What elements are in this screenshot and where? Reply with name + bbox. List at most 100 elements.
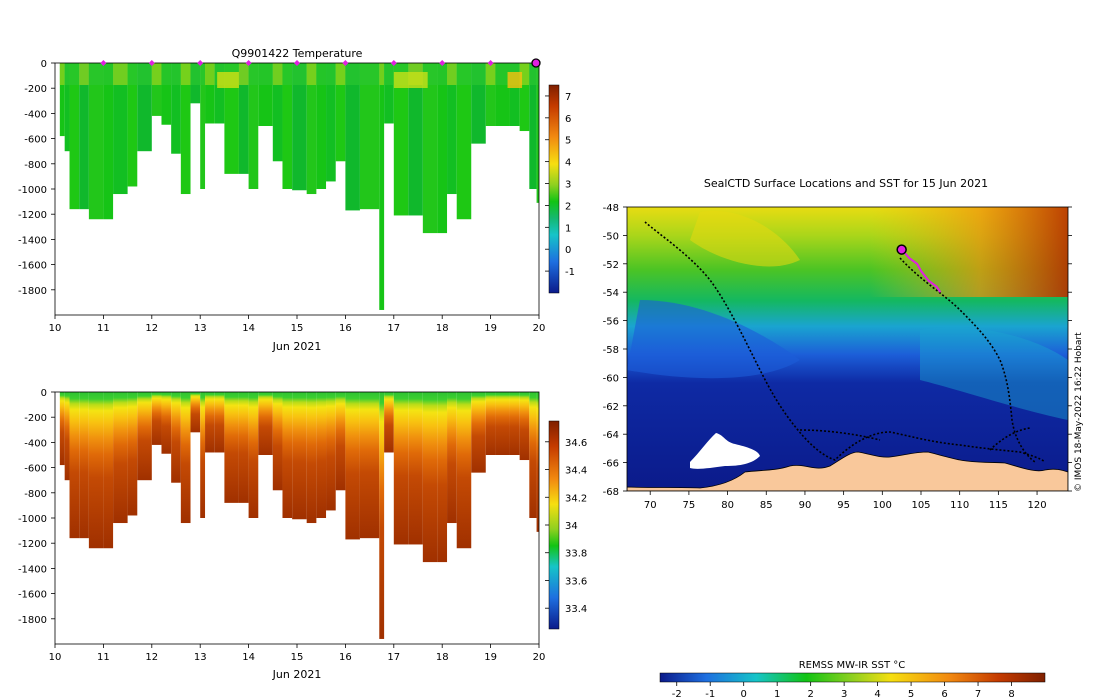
profile-marker	[342, 60, 349, 66]
temperature-surface-layer	[306, 63, 317, 85]
temperature-profile	[447, 63, 457, 195]
temperature-profile	[248, 63, 259, 189]
profile-marker	[100, 60, 107, 66]
temperature-surface-layer	[456, 63, 472, 85]
profile-marker	[294, 60, 300, 66]
temperature-profile	[200, 63, 206, 189]
y-tick-label: -1800	[18, 615, 47, 626]
y-tick-label: -400	[24, 109, 47, 120]
temperature-surface-layer	[161, 63, 172, 85]
temperature-profile	[205, 63, 215, 124]
y-tick-label: -200	[24, 84, 47, 95]
colorbar-tick-label: 33.6	[565, 576, 587, 587]
temperature-surface-layer	[536, 63, 539, 85]
temperature-colorbar-ticks: -1 0 1 2 3 4 5 6 7	[545, 92, 575, 278]
x-tick-label: 10	[49, 652, 62, 663]
temperature-surface-layer	[258, 63, 273, 85]
salinity-profile	[447, 392, 457, 524]
salinity-profile	[214, 392, 225, 453]
salinity-profile	[359, 392, 380, 539]
salinity-section-panel: 0 -200 -400 -600 -800 -1000 -1200 -1400 -1600 -18…	[18, 388, 587, 681]
salinity-profile	[345, 392, 360, 540]
x-tick-label: 15	[291, 652, 304, 663]
temperature-profile	[529, 63, 537, 189]
temperature-profile	[408, 63, 423, 216]
latitude-tick-label: -60	[603, 373, 619, 384]
y-tick-label: -1600	[18, 590, 47, 601]
temperature-profile	[519, 63, 530, 132]
temperature-surface-layer	[248, 63, 259, 85]
temperature-surface-layer	[200, 63, 206, 85]
colorbar-tick-label: 34	[565, 521, 578, 532]
temperature-surface-layer	[151, 63, 162, 85]
temperature-surface-layer	[485, 63, 496, 85]
salinity-profile	[248, 392, 259, 518]
map-longitude-axis: 70 75 80 85 90 95 100 105 110 115 120	[644, 491, 1047, 511]
cool-water-east	[920, 327, 1068, 420]
salinity-profile	[519, 392, 530, 461]
temperature-surface-layer	[384, 63, 394, 85]
longitude-tick-label: 105	[911, 500, 930, 511]
y-tick-label: -400	[24, 438, 47, 449]
temperature-surface-layer	[171, 63, 181, 85]
temperature-surface-layer	[437, 63, 448, 85]
temperature-warm-patch	[217, 72, 239, 88]
temperature-profile	[59, 63, 65, 137]
salinity-profile	[384, 392, 394, 453]
profile-marker	[148, 60, 155, 66]
x-tick-label: 19	[484, 323, 497, 334]
y-tick-label: -1000	[18, 185, 47, 196]
temperature-surface-layer	[180, 63, 191, 85]
temperature-profile-columns	[59, 63, 539, 310]
map-latitude-axis: -48 -50 -52 -54 -56 -58 -60 -62 -64 -66 -68	[603, 203, 1072, 498]
temperature-profile	[437, 63, 448, 234]
x-tick-label: 12	[145, 652, 158, 663]
salinity-profile	[422, 392, 438, 563]
x-tick-label: 18	[436, 652, 449, 663]
sst-colorbar	[659, 672, 1046, 683]
salinity-profile	[529, 392, 537, 518]
temperature-section-panel: Q9901422 Temperature 0 -200 -400 -600 -800 -1…	[18, 47, 575, 353]
longitude-tick-label: 90	[799, 500, 812, 511]
y-tick-label: -800	[24, 489, 47, 500]
salinity-profile	[471, 392, 486, 473]
sst-map-panel: SealCTD Surface Locations and SST for 15…	[603, 177, 1084, 700]
temperature-profile	[359, 63, 380, 210]
x-tick-label: 19	[484, 652, 497, 663]
temperature-profile	[214, 63, 225, 124]
colorbar-tick-label: -1	[565, 267, 575, 278]
x-tick-label: 20	[533, 323, 546, 334]
map-title: SealCTD Surface Locations and SST for 15…	[704, 177, 988, 190]
temperature-surface-layer	[205, 63, 215, 85]
colorbar-tick-label: 0	[565, 245, 571, 256]
temperature-surface-layer	[69, 63, 80, 85]
temperature-surface-layer	[272, 63, 283, 85]
temperature-surface-layer	[113, 63, 128, 85]
salinity-profile	[190, 392, 201, 433]
x-tick-label: 20	[533, 652, 546, 663]
temperature-profile	[536, 63, 539, 203]
salinity-profile	[437, 392, 448, 563]
temperature-x-axis: 10 11 12 13 14 15 16 17 18 19 20	[49, 315, 546, 334]
sst-colorbar-ticks: -2 -1 0 1 2 3 4 5 6 7 8	[672, 682, 1015, 700]
temperature-profile	[272, 63, 283, 162]
sst-colorbar-tick-label: 1	[774, 689, 780, 700]
x-tick-label: 17	[387, 323, 400, 334]
salinity-profile	[205, 392, 215, 453]
latitude-tick-label: -52	[603, 260, 619, 271]
x-tick-label: 14	[242, 323, 255, 334]
x-tick-label: 18	[436, 323, 449, 334]
temperature-surface-layer	[59, 63, 65, 85]
profile-surface-markers	[100, 58, 541, 68]
colorbar-tick-label: 6	[565, 114, 571, 125]
temperature-profile	[345, 63, 360, 211]
sst-colorbar-tick-label: 6	[941, 689, 947, 700]
latitude-tick-label: -50	[603, 231, 619, 242]
temperature-surface-layer	[292, 63, 307, 85]
temperature-profile	[456, 63, 472, 220]
profile-marker	[245, 60, 252, 66]
temperature-surface-layer	[127, 63, 138, 85]
sst-colorbar-tick-label: 5	[908, 689, 914, 700]
ice-shelf	[690, 433, 760, 469]
salinity-profile-columns	[59, 392, 539, 639]
